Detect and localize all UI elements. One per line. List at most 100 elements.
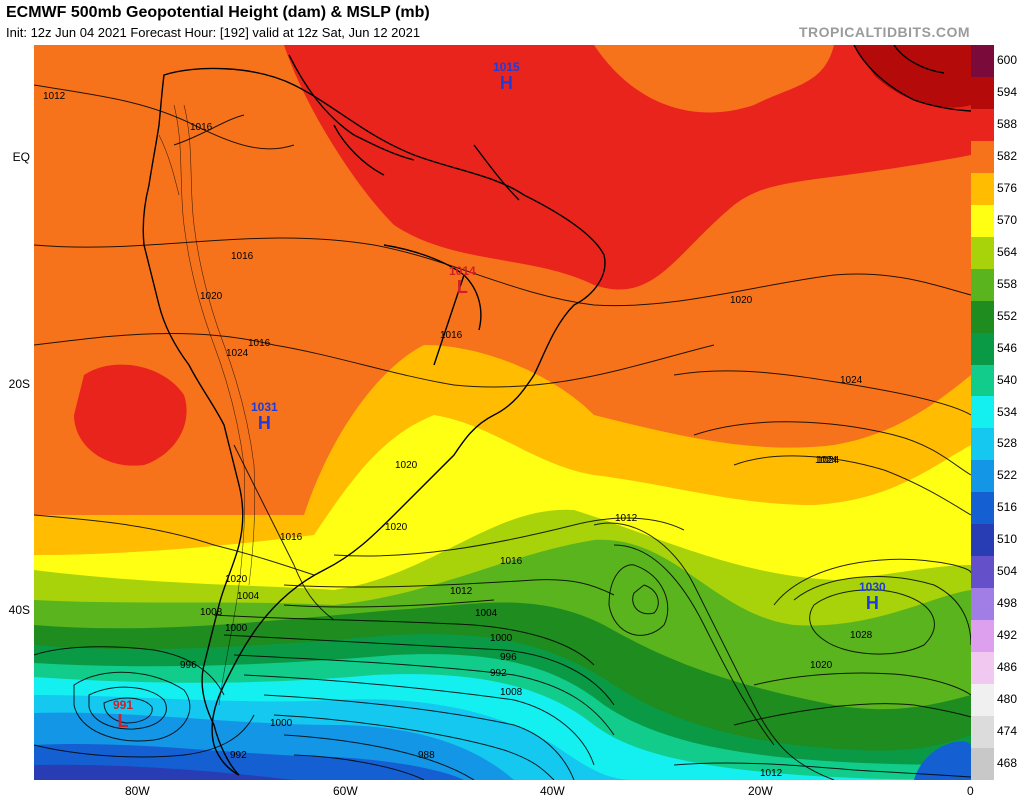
isobar-label: 1000 bbox=[490, 633, 513, 644]
isobar-label: 1012 bbox=[760, 768, 783, 779]
map-subtitle: Init: 12z Jun 04 2021 Forecast Hour: [19… bbox=[6, 25, 421, 40]
isobar-label: 1000 bbox=[225, 623, 248, 634]
low-marker-icon: L bbox=[117, 711, 129, 731]
isobar-label: 1028 bbox=[850, 630, 873, 641]
colorbar-label: 534 bbox=[997, 404, 1018, 419]
pressure-value: 991 bbox=[113, 698, 134, 712]
colorbar-label: 516 bbox=[997, 500, 1018, 515]
colorbar-swatch bbox=[971, 460, 994, 493]
colorbar-label: 576 bbox=[997, 180, 1018, 195]
isobar-label: 988 bbox=[418, 750, 435, 761]
high-marker-icon: H bbox=[499, 73, 513, 93]
colorbar-swatch bbox=[971, 396, 994, 429]
isobar-label: 1016 bbox=[248, 338, 271, 349]
map-title: ECMWF 500mb Geopotential Height (dam) & … bbox=[6, 4, 430, 21]
colorbar-label: 582 bbox=[997, 148, 1018, 163]
lon-label-40w: 40W bbox=[540, 784, 565, 798]
lat-label-40s: 40S bbox=[8, 603, 30, 617]
colorbar-swatch bbox=[971, 332, 994, 365]
lon-label-20w: 20W bbox=[748, 784, 773, 798]
colorbar-swatch bbox=[971, 76, 994, 109]
isobar-label: 996 bbox=[500, 652, 517, 663]
lat-label-eq: EQ bbox=[12, 150, 30, 164]
colorbar-swatch bbox=[971, 45, 994, 77]
isobar-label: 1020 bbox=[385, 522, 408, 533]
lon-label-0: 0 bbox=[967, 784, 974, 798]
isobar-label: 1024 bbox=[815, 455, 838, 466]
colorbar-swatch bbox=[971, 747, 994, 780]
colorbar-swatch bbox=[971, 524, 994, 557]
colorbar-label: 528 bbox=[997, 436, 1018, 451]
lon-label-60w: 60W bbox=[333, 784, 358, 798]
pressure-value: 1031 bbox=[251, 400, 278, 414]
colorbar-swatch bbox=[971, 364, 994, 397]
high-marker-icon: H bbox=[865, 593, 879, 613]
isobar-label: 1020 bbox=[200, 291, 223, 302]
colorbar-swatch bbox=[971, 428, 994, 461]
low-marker-icon: L bbox=[456, 277, 468, 297]
isobar-label: 1016 bbox=[500, 556, 523, 567]
colorbar-label: 486 bbox=[997, 660, 1018, 675]
colorbar-swatch bbox=[971, 588, 994, 621]
brand-watermark[interactable]: TROPICALTIDBITS.COM bbox=[798, 24, 970, 40]
isobar-label: 996 bbox=[180, 660, 197, 671]
isobar-label: 1016 bbox=[440, 330, 463, 341]
map-canvas bbox=[34, 45, 971, 780]
colorbar-swatch bbox=[971, 684, 994, 717]
colorbar-label: 558 bbox=[997, 276, 1018, 291]
lon-label-80w: 80W bbox=[125, 784, 150, 798]
colorbar-label: 492 bbox=[997, 628, 1018, 643]
high-pressure-center: 1015 H bbox=[493, 60, 520, 92]
colorbar-label: 468 bbox=[997, 756, 1018, 771]
colorbar-swatch bbox=[971, 652, 994, 685]
high-pressure-center: 1031 H bbox=[251, 400, 278, 432]
colorbar-label: 564 bbox=[997, 244, 1018, 259]
isobar-label: 1012 bbox=[450, 586, 473, 597]
colorbar-label: 504 bbox=[997, 564, 1018, 579]
isobar-label: 1016 bbox=[190, 122, 213, 133]
colorbar-label: 546 bbox=[997, 340, 1018, 355]
colorbar-swatch bbox=[971, 236, 994, 269]
isobar-label: 1008 bbox=[200, 607, 223, 618]
colorbar-swatch bbox=[971, 492, 994, 525]
isobar-label: 1020 bbox=[225, 574, 248, 585]
colorbar-label: 522 bbox=[997, 468, 1018, 483]
isobar-label: 1016 bbox=[231, 251, 254, 262]
pressure-value: 1030 bbox=[859, 580, 886, 594]
isobar-label: 992 bbox=[490, 668, 507, 679]
colorbar-swatch bbox=[971, 556, 994, 589]
isobar-label: 1012 bbox=[615, 513, 638, 524]
colorbar-swatch bbox=[971, 716, 994, 748]
isobar-label: 1020 bbox=[810, 660, 833, 671]
pressure-value: 1014 bbox=[449, 264, 476, 278]
low-pressure-center: 1014 L bbox=[449, 264, 476, 296]
colorbar-label: 552 bbox=[997, 308, 1018, 323]
isobar-label: 1024 bbox=[840, 375, 863, 386]
lat-label-20s: 20S bbox=[8, 377, 30, 391]
isobar-label: 1024 bbox=[817, 455, 840, 466]
colorbar-swatch bbox=[971, 620, 994, 653]
weather-map bbox=[34, 45, 971, 780]
colorbar-label: 594 bbox=[997, 84, 1018, 99]
colorbar-swatch bbox=[971, 140, 994, 173]
colorbar-swatch bbox=[971, 268, 994, 301]
high-pressure-center: 1030 H bbox=[859, 580, 886, 612]
colorbar-label: 570 bbox=[997, 212, 1018, 227]
isobar-label: 1000 bbox=[270, 718, 293, 729]
isobar-label: 1016 bbox=[280, 532, 303, 543]
colorbar-label: 510 bbox=[997, 532, 1018, 547]
colorbar-label: 480 bbox=[997, 692, 1018, 707]
colorbar-label: 600 bbox=[997, 52, 1018, 67]
colorbar-swatch bbox=[971, 300, 994, 333]
isobar-label: 1020 bbox=[730, 295, 753, 306]
high-marker-icon: H bbox=[257, 413, 271, 433]
isobar-label: 1020 bbox=[395, 460, 418, 471]
isobar-label: 1004 bbox=[475, 608, 498, 619]
low-pressure-center: 991 L bbox=[113, 698, 133, 730]
colorbar-swatch bbox=[971, 108, 994, 141]
isobar-label: 992 bbox=[230, 750, 247, 761]
colorbar bbox=[971, 45, 994, 780]
colorbar-label: 540 bbox=[997, 372, 1018, 387]
isobar-label: 1024 bbox=[226, 348, 249, 359]
pressure-value: 1015 bbox=[493, 60, 520, 74]
